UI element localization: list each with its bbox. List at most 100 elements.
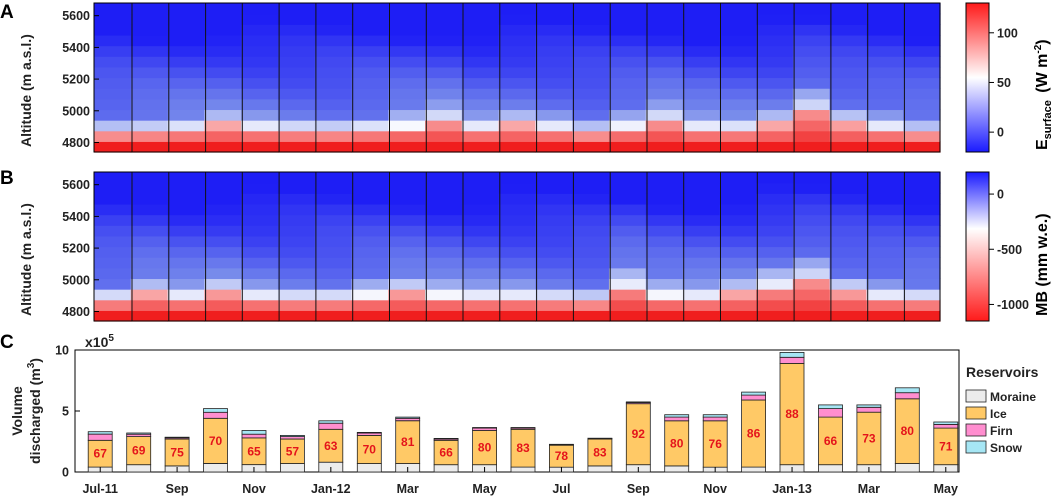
contour-cell xyxy=(572,246,610,258)
panel-label-b: B xyxy=(0,168,14,189)
panel-a-colorbar-ticks: 100 50 0 xyxy=(989,26,1018,140)
bar-segment-snow xyxy=(395,416,421,419)
contour-cell xyxy=(241,24,279,36)
bar-segment-snow xyxy=(279,434,305,437)
contour-cell xyxy=(645,77,684,89)
contour-cell xyxy=(314,289,353,301)
bar-segment-firn xyxy=(318,422,344,430)
ice-percent-label: 57 xyxy=(286,444,300,458)
contour-cell xyxy=(204,203,242,216)
contour-cell xyxy=(719,45,757,57)
contour-cell xyxy=(351,34,389,47)
contour-cell xyxy=(866,130,904,142)
contour-cell xyxy=(866,98,904,111)
contour-cell xyxy=(535,24,573,36)
contour-cell xyxy=(572,182,610,194)
contour-cell xyxy=(498,246,536,258)
contour-cell xyxy=(130,246,169,258)
contour-cell xyxy=(204,24,242,36)
contour-cell xyxy=(866,267,904,280)
contour-cell xyxy=(608,45,647,57)
contour-cell xyxy=(130,172,169,184)
contour-cell xyxy=(461,299,500,311)
contour-cell xyxy=(608,88,647,100)
contour-cell xyxy=(903,66,941,79)
ice-percent-label: 80 xyxy=(670,436,684,450)
contour-cell xyxy=(535,13,573,25)
ice-percent-label: 71 xyxy=(939,439,953,453)
contour-cell xyxy=(866,141,904,153)
y-tick-label: 5600 xyxy=(62,9,90,23)
contour-cell xyxy=(130,45,169,57)
contour-cell xyxy=(535,34,573,47)
contour-cell xyxy=(461,289,500,301)
contour-cell xyxy=(461,203,500,216)
contour-cell xyxy=(792,203,831,216)
contour-cell xyxy=(277,267,316,280)
contour-cell xyxy=(167,130,205,142)
contour-cell xyxy=(130,3,169,15)
contour-cell xyxy=(314,235,353,248)
legend-swatch-ice xyxy=(965,406,987,420)
ice-percent-label: 80 xyxy=(901,424,915,438)
panel-a-y-ticks: 5600 5400 5200 5000 4800 xyxy=(62,9,99,150)
contour-cell xyxy=(94,257,132,269)
contour-cell xyxy=(903,214,941,226)
contour-cell xyxy=(130,66,169,79)
contour-cell xyxy=(572,193,610,205)
contour-cell xyxy=(277,109,316,121)
contour-cell xyxy=(719,299,757,311)
contour-cell xyxy=(94,45,132,57)
contour-cell xyxy=(425,246,463,258)
contour-cell xyxy=(645,246,684,258)
contour-cell xyxy=(535,257,573,269)
bar-segment-ice xyxy=(126,436,152,466)
contour-cell xyxy=(572,299,610,311)
contour-cell xyxy=(792,56,831,68)
contour-cell xyxy=(498,193,536,205)
contour-cell xyxy=(130,289,169,301)
contour-cell xyxy=(682,225,720,237)
ice-percent-label: 78 xyxy=(555,449,569,463)
contour-cell xyxy=(130,24,169,36)
contour-cell xyxy=(866,182,904,194)
contour-cell xyxy=(94,56,132,68)
contour-cell xyxy=(425,45,463,57)
contour-cell xyxy=(130,235,169,248)
contour-cell xyxy=(572,203,610,216)
contour-cell xyxy=(756,203,794,216)
bar-segment-firn xyxy=(664,416,690,422)
ice-percent-label: 80 xyxy=(478,441,492,455)
contour-cell xyxy=(241,66,279,79)
bar-segment-moraine xyxy=(433,464,459,473)
y-tick-label: 5200 xyxy=(62,242,90,256)
contour-cell xyxy=(204,214,242,226)
contour-cell xyxy=(461,246,500,258)
contour-cell xyxy=(645,66,684,79)
contour-cell xyxy=(388,257,426,269)
legend-label-firn: Firn xyxy=(990,424,1013,438)
contour-cell xyxy=(94,225,132,237)
contour-cell xyxy=(572,214,610,226)
contour-cell xyxy=(645,267,684,280)
bar-segment-snow xyxy=(741,391,766,396)
contour-cell xyxy=(167,246,205,258)
contour-cell xyxy=(792,66,831,79)
bar-segment-moraine xyxy=(664,465,690,473)
contour-cell xyxy=(719,257,757,269)
contour-cell xyxy=(425,214,463,226)
contour-cell xyxy=(167,214,205,226)
contour-cell xyxy=(498,172,536,184)
contour-cell xyxy=(204,182,242,194)
contour-cell xyxy=(167,267,205,280)
contour-cell xyxy=(241,120,279,132)
panel-a-colorbar-label: Esurface (W m-2) xyxy=(1033,39,1052,150)
contour-cell xyxy=(682,109,720,121)
contour-cell xyxy=(903,3,941,15)
bar-segment-firn xyxy=(779,356,805,364)
contour-cell xyxy=(572,34,610,47)
contour-cell xyxy=(645,34,684,47)
contour-cell xyxy=(167,24,205,36)
contour-cell xyxy=(461,120,500,132)
x-tick-label: Sep xyxy=(166,482,189,496)
